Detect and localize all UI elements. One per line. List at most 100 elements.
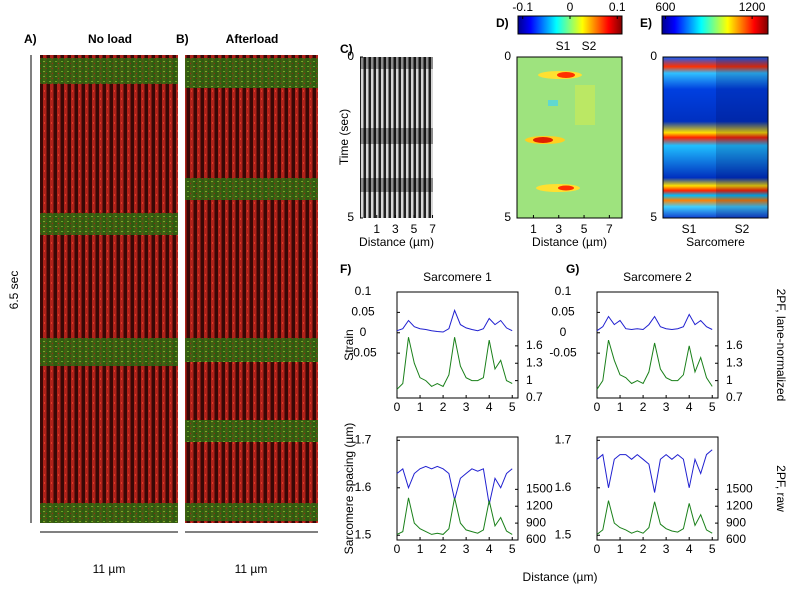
panel-label: C): [340, 42, 353, 56]
x-tick-label: 3: [555, 222, 562, 236]
x-tick-label: S2: [735, 222, 750, 236]
x-tick-label: S1: [682, 222, 697, 236]
colorbar-tick-label: 600: [655, 0, 675, 14]
image-d: [516, 56, 623, 219]
plot-frame: [596, 291, 719, 399]
x-axis-label: Distance (µm): [359, 235, 434, 249]
y2-tick-label: 900: [726, 515, 746, 529]
y-tick-label: 0: [560, 325, 567, 339]
line-series: [396, 497, 513, 535]
time-span: 6.5 sec: [7, 271, 21, 310]
x-tick-label: 1: [417, 542, 424, 556]
y2-tick-label: 1.3: [726, 355, 743, 369]
y-tick-label: 0.1: [555, 284, 572, 298]
line-series: [596, 500, 713, 535]
y2-tick-label: 1200: [726, 498, 753, 512]
column-label: S2: [582, 39, 597, 53]
x-tick-label: 3: [463, 400, 470, 414]
plot-frame: [596, 436, 719, 541]
width-label: 11 µm: [235, 562, 268, 576]
y2-tick-label: 600: [526, 532, 546, 546]
y-tick-label: 0: [360, 325, 367, 339]
y2-tick-label: 1500: [726, 482, 753, 496]
x-tick-label: 5: [581, 222, 588, 236]
y-axis-label: Time (sec): [337, 109, 351, 165]
y-tick-label: 1.5: [355, 527, 372, 541]
y-tick-label: 5: [347, 210, 354, 224]
y2-axis-label: 2PF, lane-normalized: [774, 289, 788, 402]
x-tick-label: 5: [709, 542, 716, 556]
x-tick-label: 1: [530, 222, 537, 236]
x-tick-label: 1: [417, 400, 424, 414]
x-tick-label: 4: [686, 400, 693, 414]
y2-tick-label: 1.3: [526, 355, 543, 369]
image-e: [662, 56, 769, 219]
x-tick-label: 3: [392, 222, 399, 236]
x-tick-label: 0: [594, 542, 601, 556]
column-label: S1: [556, 39, 571, 53]
image-b: [185, 55, 318, 523]
y2-tick-label: 1: [726, 373, 733, 387]
width-label: 11 µm: [93, 562, 126, 576]
y2-tick-label: 0.7: [526, 390, 543, 404]
x-tick-label: 0: [394, 400, 401, 414]
x-tick-label: 7: [429, 222, 436, 236]
y-tick-label: 0: [504, 49, 511, 63]
x-axis-label: Distance (µm): [532, 235, 607, 249]
x-tick-label: 4: [486, 400, 493, 414]
chart-title: Sarcomere 1: [423, 270, 492, 284]
y2-tick-label: 1500: [526, 482, 553, 496]
x-tick-label: 2: [440, 542, 447, 556]
x-tick-label: 1: [617, 400, 624, 414]
y-tick-label: 0: [347, 49, 354, 63]
x-tick-label: 1: [617, 542, 624, 556]
panel-label: D): [496, 16, 509, 30]
x-tick-label: 5: [709, 400, 716, 414]
x-tick-label: 7: [606, 222, 613, 236]
y-axis-label: Sarcomere spacing (µm): [342, 423, 356, 555]
panel-title: No load: [88, 32, 132, 46]
y-tick-label: -0.05: [549, 345, 577, 359]
x-axis-label: Sarcomere: [686, 235, 745, 249]
line-series: [596, 313, 713, 332]
colorbar-tick-label: 1200: [739, 0, 766, 14]
y-tick-label: 1.6: [555, 480, 572, 494]
chart-title: Sarcomere 2: [623, 270, 692, 284]
y2-tick-label: 1.6: [726, 338, 743, 352]
y-tick-label: 5: [650, 210, 657, 224]
y-tick-label: 0.05: [551, 305, 575, 319]
colorbar-tick-label: 0.1: [609, 0, 626, 14]
y2-tick-label: 0.7: [726, 390, 743, 404]
y-tick-label: -0.05: [349, 345, 377, 359]
y-tick-label: 1.6: [355, 480, 372, 494]
y2-tick-label: 1200: [526, 498, 553, 512]
y2-tick-label: 900: [526, 515, 546, 529]
colorbar-tick-label: -0.1: [512, 0, 533, 14]
x-tick-label: 0: [394, 542, 401, 556]
x-tick-label: 2: [440, 400, 447, 414]
x-tick-label: 2: [640, 542, 647, 556]
x-tick-label: 2: [640, 400, 647, 414]
x-tick-label: 1: [373, 222, 380, 236]
panel-label: A): [24, 32, 37, 46]
x-tick-label: 3: [663, 542, 670, 556]
line-series: [396, 308, 513, 333]
x-tick-label: 4: [686, 542, 693, 556]
panel-title: Afterload: [226, 32, 279, 46]
y2-tick-label: 600: [726, 532, 746, 546]
y-tick-label: 1.7: [555, 432, 572, 446]
plot-frame: [396, 436, 519, 541]
x-tick-label: 4: [486, 542, 493, 556]
plot-frame: [396, 291, 519, 399]
y-tick-label: 1.7: [355, 432, 372, 446]
line-series: [396, 337, 513, 390]
x-axis-label: Distance (µm): [523, 570, 598, 584]
x-tick-label: 3: [663, 400, 670, 414]
colorbar: [661, 15, 769, 35]
y2-tick-label: 1: [526, 373, 533, 387]
panel-label: G): [566, 262, 579, 276]
y-axis-label: Strain: [342, 329, 356, 360]
panel-label: F): [340, 262, 351, 276]
colorbar-tick-label: 0: [567, 0, 574, 14]
